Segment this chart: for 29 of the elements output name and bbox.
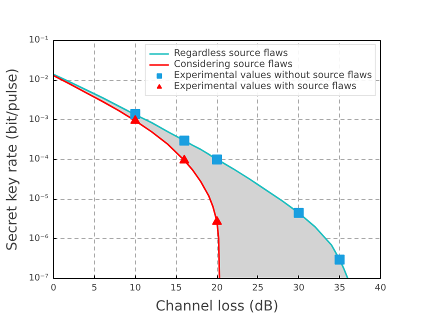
x-tick-label: 0 <box>50 284 57 294</box>
x-tick-label: 35 <box>334 284 346 294</box>
point <box>179 136 190 146</box>
point <box>334 254 345 265</box>
x-tick-label: 40 <box>374 284 386 294</box>
legend-label: Experimental values with source flaws <box>174 81 356 92</box>
point <box>179 154 190 164</box>
x-tick-label: 10 <box>130 284 142 294</box>
y-tick-label: 10⁻³ <box>28 114 49 125</box>
legend-label: Experimental values without source flaws <box>174 70 372 81</box>
point <box>130 115 140 124</box>
point <box>212 154 222 164</box>
y-tick-label: 10⁻⁷ <box>28 274 49 284</box>
y-tick-label: 10⁻⁴ <box>28 154 49 164</box>
x-tick-label: 5 <box>92 284 98 294</box>
y-tick-label: 10⁻² <box>28 75 49 86</box>
x-tick-label: 20 <box>211 284 223 294</box>
x-tick-label: 30 <box>293 284 305 294</box>
y-tick-label: 10⁻¹ <box>28 36 49 46</box>
y-axis-title: Secret key rate (bit/pulse) <box>4 68 21 251</box>
legend-label: Regardless source flaws <box>174 48 288 59</box>
x-axis-title: Channel loss (dB) <box>156 298 278 314</box>
x-tick-label: 15 <box>170 284 182 294</box>
legend-label: Considering source flaws <box>174 59 293 70</box>
point <box>212 216 222 225</box>
y-tick-label: 10⁻⁶ <box>28 234 49 244</box>
point <box>294 208 304 218</box>
y-tick-label: 10⁻⁵ <box>28 194 49 204</box>
x-tick-label: 25 <box>252 284 264 294</box>
